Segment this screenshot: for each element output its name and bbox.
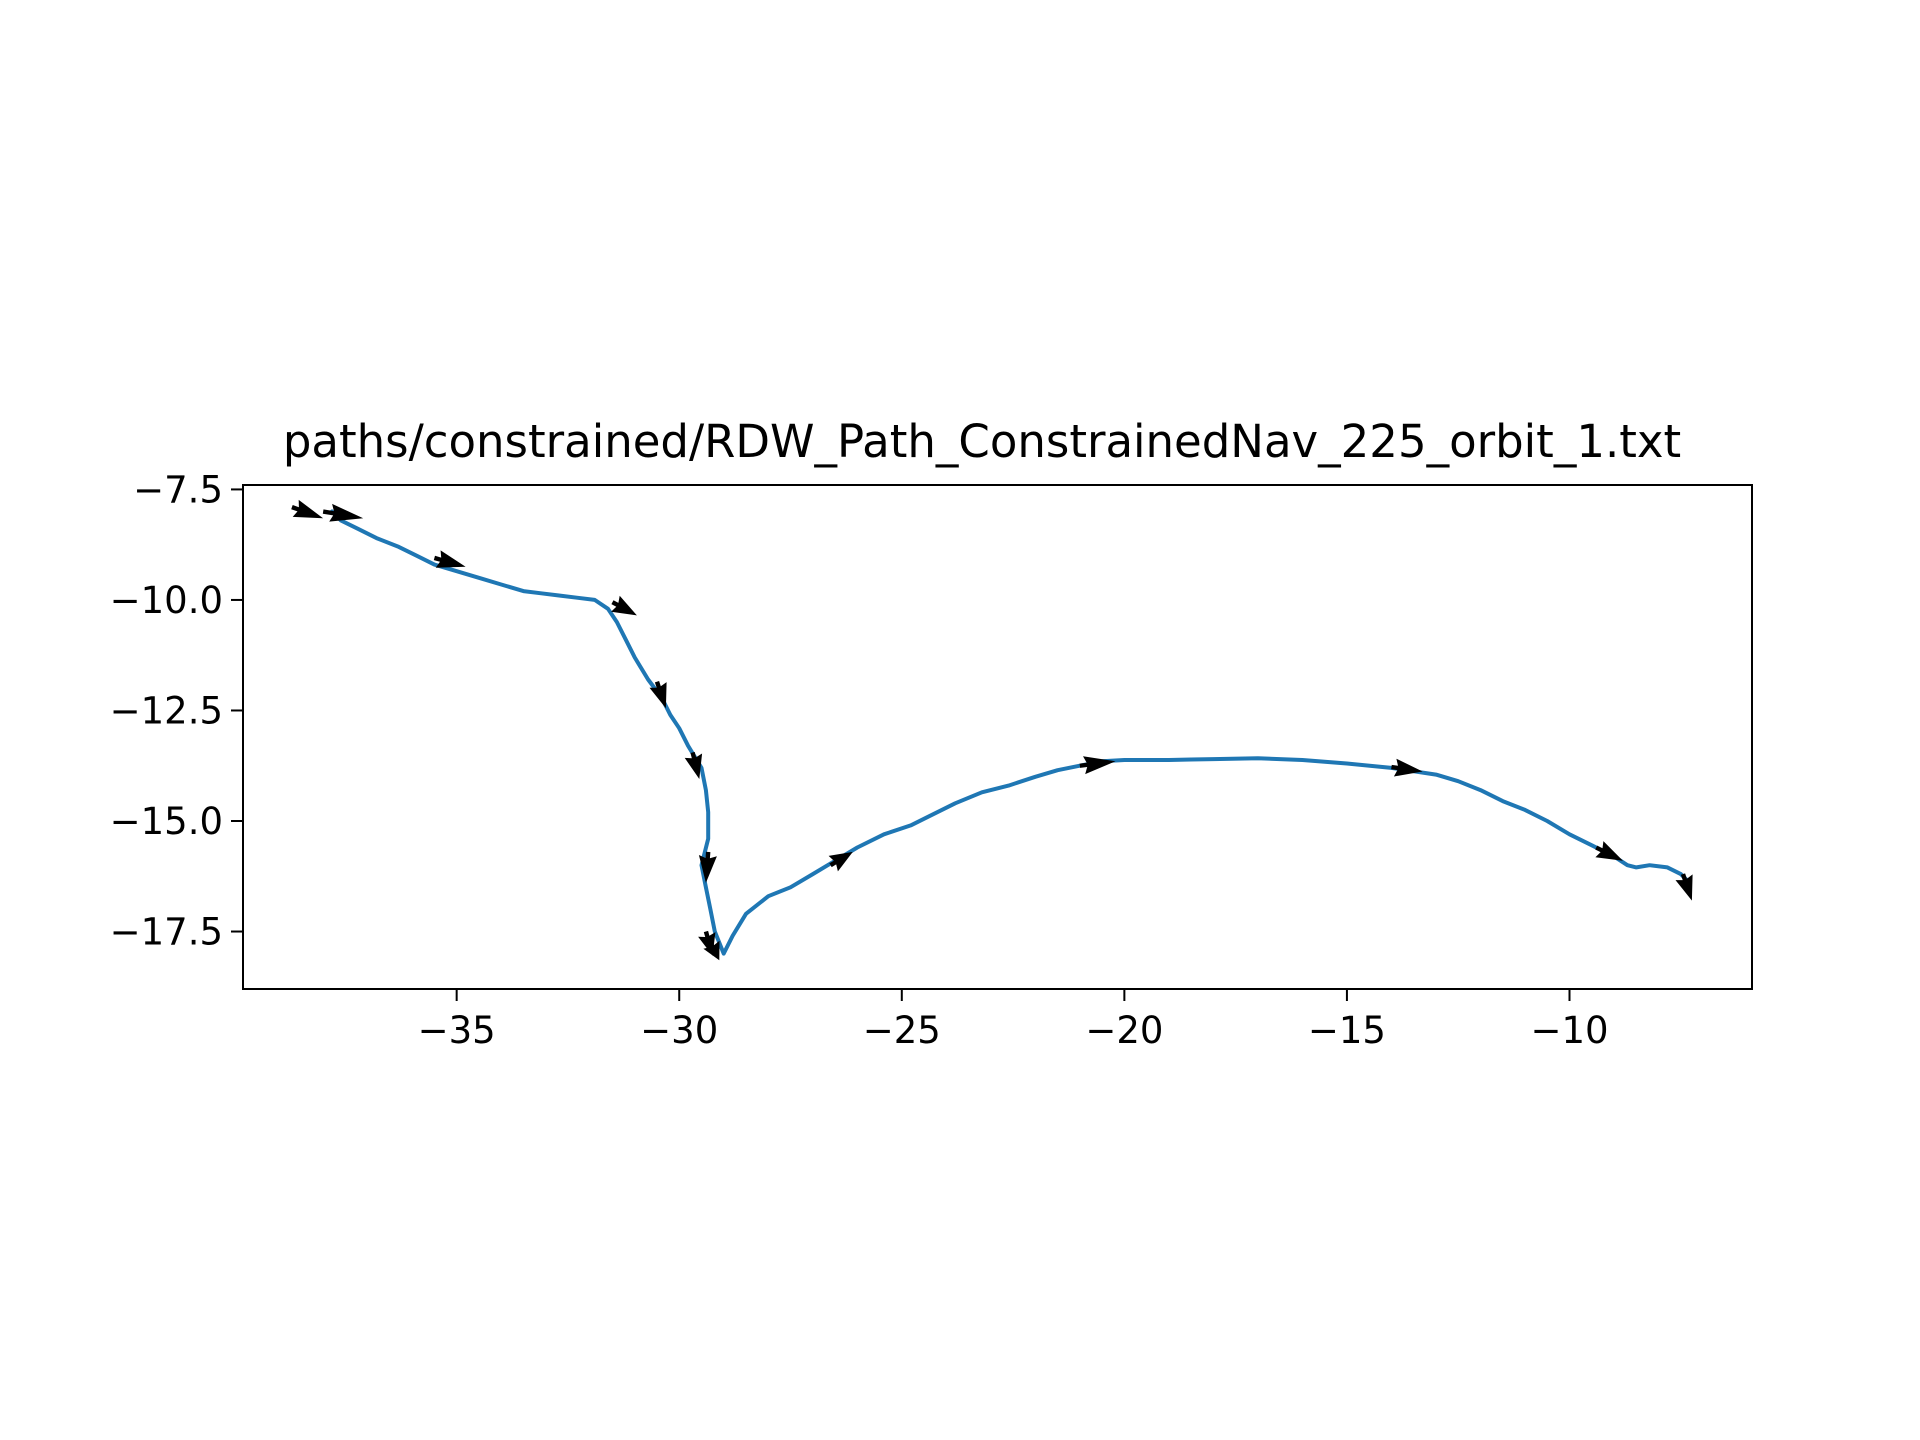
y-axis: −7.5 −10.0 −12.5 −15.0 −17.5 bbox=[110, 468, 243, 954]
x-tick-label: −30 bbox=[640, 1009, 718, 1052]
y-tick-label: −7.5 bbox=[133, 468, 223, 511]
direction-arrow-6 bbox=[698, 851, 717, 883]
direction-arrow-12 bbox=[1595, 841, 1623, 861]
y-tick-label: −15.0 bbox=[110, 800, 223, 843]
path-series bbox=[330, 509, 1692, 956]
direction-arrow-10 bbox=[1079, 756, 1116, 775]
direction-arrow-8 bbox=[703, 940, 720, 961]
direction-arrow-4 bbox=[649, 681, 667, 709]
x-tick-label: −10 bbox=[1530, 1009, 1608, 1052]
direction-arrow-2 bbox=[433, 550, 466, 568]
y-tick-label: −17.5 bbox=[110, 911, 223, 954]
axes-frame bbox=[242, 484, 1753, 990]
direction-arrow-11 bbox=[1391, 758, 1423, 777]
x-tick-label: −25 bbox=[863, 1009, 941, 1052]
chart-title: paths/constrained/RDW_Path_ConstrainedNa… bbox=[283, 415, 1681, 468]
direction-arrow-9 bbox=[828, 851, 853, 872]
x-tick-label: −35 bbox=[418, 1009, 496, 1052]
direction-arrow-0 bbox=[291, 499, 324, 519]
y-tick-label: −10.0 bbox=[110, 579, 223, 622]
direction-arrow-5 bbox=[684, 751, 703, 779]
direction-arrow-1 bbox=[322, 503, 364, 522]
path-line-0 bbox=[330, 509, 1692, 956]
direction-arrows bbox=[291, 499, 1693, 961]
y-tick-label: −12.5 bbox=[110, 689, 223, 732]
direction-arrow-13 bbox=[1675, 873, 1693, 901]
x-tick-label: −20 bbox=[1085, 1009, 1163, 1052]
direction-arrow-3 bbox=[611, 595, 637, 616]
x-axis: −35 −30 −25 −20 −15 −10 bbox=[418, 989, 1609, 1052]
x-tick-label: −15 bbox=[1308, 1009, 1386, 1052]
